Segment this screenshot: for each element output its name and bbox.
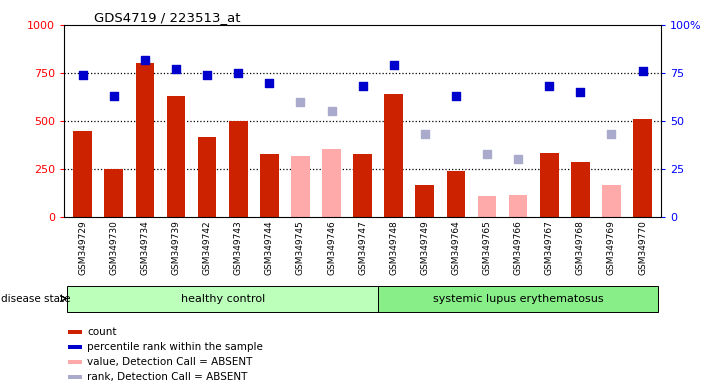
Text: GSM349730: GSM349730: [109, 220, 118, 275]
Text: GSM349742: GSM349742: [203, 220, 212, 275]
Bar: [68, 359, 82, 364]
Text: GSM349764: GSM349764: [451, 220, 461, 275]
Bar: [229, 121, 247, 217]
Point: [357, 83, 368, 89]
Text: GSM349766: GSM349766: [513, 220, 523, 275]
Point: [170, 66, 181, 72]
Text: GSM349747: GSM349747: [358, 220, 367, 275]
Point: [388, 62, 400, 68]
Text: GDS4719 / 223513_at: GDS4719 / 223513_at: [94, 11, 240, 24]
Text: GSM349768: GSM349768: [576, 220, 585, 275]
Bar: [136, 63, 154, 217]
Bar: [478, 196, 496, 217]
Text: GSM349748: GSM349748: [389, 220, 398, 275]
Text: GSM349739: GSM349739: [171, 220, 181, 275]
Point: [481, 151, 493, 157]
Bar: [353, 154, 372, 217]
Point: [108, 93, 119, 99]
Bar: [260, 154, 279, 217]
Text: GSM349744: GSM349744: [264, 220, 274, 275]
Bar: [415, 185, 434, 217]
Point: [450, 93, 461, 99]
Point: [637, 68, 648, 74]
Point: [513, 156, 524, 162]
Bar: [67, 286, 378, 311]
Text: count: count: [87, 327, 117, 337]
Bar: [571, 162, 589, 217]
Text: GSM349770: GSM349770: [638, 220, 647, 275]
Point: [201, 72, 213, 78]
Bar: [68, 345, 82, 349]
Bar: [634, 119, 652, 217]
Text: GSM349729: GSM349729: [78, 220, 87, 275]
Text: systemic lupus erythematosus: systemic lupus erythematosus: [433, 293, 604, 304]
Point: [606, 131, 617, 137]
Text: GSM349745: GSM349745: [296, 220, 305, 275]
Bar: [540, 153, 559, 217]
Text: healthy control: healthy control: [181, 293, 264, 304]
Bar: [447, 171, 465, 217]
Point: [574, 89, 586, 95]
Text: percentile rank within the sample: percentile rank within the sample: [87, 342, 263, 352]
Point: [326, 108, 337, 114]
Text: GSM349746: GSM349746: [327, 220, 336, 275]
Bar: [291, 157, 310, 217]
Bar: [378, 286, 658, 311]
Bar: [105, 169, 123, 217]
Bar: [68, 330, 82, 334]
Text: rank, Detection Call = ABSENT: rank, Detection Call = ABSENT: [87, 372, 247, 382]
Bar: [385, 94, 403, 217]
Text: value, Detection Call = ABSENT: value, Detection Call = ABSENT: [87, 357, 252, 367]
Bar: [509, 195, 528, 217]
Bar: [602, 185, 621, 217]
Point: [77, 72, 88, 78]
Point: [419, 131, 431, 137]
Bar: [68, 374, 82, 379]
Point: [294, 99, 306, 105]
Bar: [322, 149, 341, 217]
Text: GSM349765: GSM349765: [483, 220, 491, 275]
Text: GSM349769: GSM349769: [607, 220, 616, 275]
Text: GSM349743: GSM349743: [234, 220, 242, 275]
Text: GSM349734: GSM349734: [140, 220, 149, 275]
Text: disease state: disease state: [1, 293, 71, 304]
Point: [543, 83, 555, 89]
Bar: [166, 96, 186, 217]
Bar: [198, 137, 216, 217]
Point: [232, 70, 244, 76]
Point: [264, 79, 275, 86]
Bar: [73, 131, 92, 217]
Text: GSM349749: GSM349749: [420, 220, 429, 275]
Text: GSM349767: GSM349767: [545, 220, 554, 275]
Point: [139, 56, 151, 63]
